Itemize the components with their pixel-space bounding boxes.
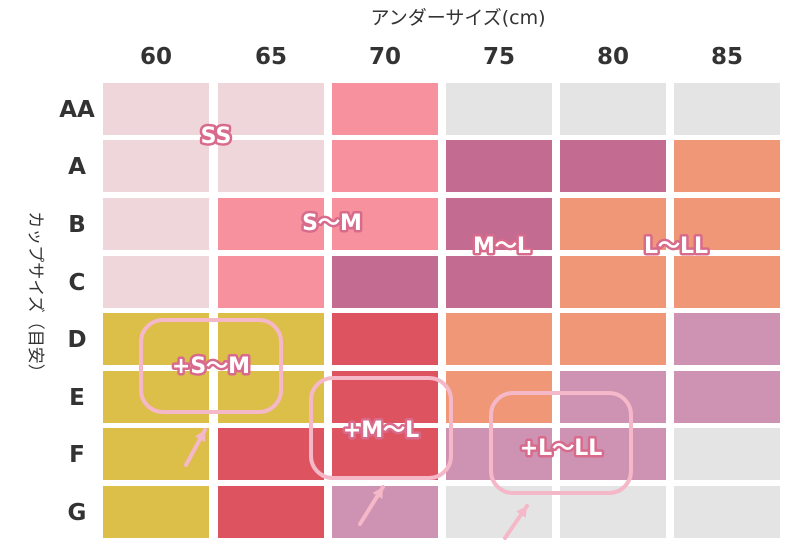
callout-arrowhead-pSM bbox=[194, 430, 206, 442]
column-label-80: 80 bbox=[597, 44, 629, 70]
column-label-65: 65 bbox=[255, 44, 287, 70]
column-label-85: 85 bbox=[711, 44, 743, 70]
cell-B-85 bbox=[674, 198, 780, 250]
x-axis-title: アンダーサイズ(cm) bbox=[370, 7, 545, 29]
row-label-G: G bbox=[68, 500, 87, 526]
cell-D-75 bbox=[446, 313, 552, 365]
cell-A-65 bbox=[218, 140, 324, 192]
zone-label-pSM: +S～M bbox=[172, 354, 250, 379]
cell-A-70 bbox=[332, 140, 438, 192]
column-labels: 60 65 70 75 80 85 bbox=[140, 44, 743, 70]
row-label-D: D bbox=[67, 327, 86, 353]
cell-C-85 bbox=[674, 256, 780, 308]
cell-A-60 bbox=[103, 140, 209, 192]
cell-B-75 bbox=[446, 198, 552, 250]
cell-G-65 bbox=[218, 486, 324, 538]
cell-D-70 bbox=[332, 313, 438, 365]
callout-bubble-pLLL bbox=[489, 391, 633, 495]
callout-arrowhead-pML bbox=[372, 487, 383, 499]
cell-A-85 bbox=[674, 140, 780, 192]
cell-E-65 bbox=[218, 371, 324, 423]
row-label-C: C bbox=[69, 270, 86, 296]
callout-bubble-pSM bbox=[139, 318, 283, 414]
column-label-70: 70 bbox=[369, 44, 401, 70]
row-label-AA: AA bbox=[59, 97, 95, 123]
cell-E-80 bbox=[560, 371, 666, 423]
cell-G-70 bbox=[332, 486, 438, 538]
cell-C-65 bbox=[218, 256, 324, 308]
cell-C-80 bbox=[560, 256, 666, 308]
cell-AA-80 bbox=[560, 83, 666, 135]
plus-zone-callouts bbox=[139, 318, 633, 540]
cell-grid bbox=[103, 83, 780, 538]
cell-AA-60 bbox=[103, 83, 209, 135]
column-label-60: 60 bbox=[140, 44, 172, 70]
zone-label-SM: S～M bbox=[302, 211, 362, 236]
cell-D-80 bbox=[560, 313, 666, 365]
cell-AA-75 bbox=[446, 83, 552, 135]
cell-AA-85 bbox=[674, 83, 780, 135]
zone-labels: SS S～M M～L L～LL +S～M +M～L +L～LL bbox=[169, 122, 710, 464]
cell-B-60 bbox=[103, 198, 209, 250]
cell-B-65 bbox=[218, 198, 324, 250]
column-label-75: 75 bbox=[483, 44, 515, 70]
callout-bubble-pML bbox=[309, 376, 453, 480]
y-axis-title: カップサイズ（目安） bbox=[25, 211, 45, 381]
cell-F-85 bbox=[674, 428, 780, 480]
row-label-B: B bbox=[68, 212, 86, 238]
cell-AA-65 bbox=[218, 83, 324, 135]
cell-B-70 bbox=[332, 198, 438, 250]
cell-E-85 bbox=[674, 371, 780, 423]
cell-C-70 bbox=[332, 256, 438, 308]
cell-C-60 bbox=[103, 256, 209, 308]
cell-D-85 bbox=[674, 313, 780, 365]
cell-F-70 bbox=[332, 428, 438, 480]
cell-G-60 bbox=[103, 486, 209, 538]
cell-C-75 bbox=[446, 256, 552, 308]
cell-F-80 bbox=[560, 428, 666, 480]
callout-arrowhead-pLLL bbox=[516, 506, 527, 518]
zone-label-LLL: L～LL bbox=[644, 234, 708, 259]
row-label-F: F bbox=[69, 442, 85, 468]
cell-G-85 bbox=[674, 486, 780, 538]
cell-E-60 bbox=[103, 371, 209, 423]
zone-label-ML: M～L bbox=[473, 234, 531, 259]
cell-F-75 bbox=[446, 428, 552, 480]
row-label-E: E bbox=[69, 385, 85, 411]
cell-A-80 bbox=[560, 140, 666, 192]
zone-label-pLLL: +L～LL bbox=[520, 436, 603, 461]
cell-A-75 bbox=[446, 140, 552, 192]
cell-B-80 bbox=[560, 198, 666, 250]
zone-label-SS: SS bbox=[201, 124, 232, 149]
cell-F-65 bbox=[218, 428, 324, 480]
cell-AA-70 bbox=[332, 83, 438, 135]
zone-label-pML: +M～L bbox=[343, 418, 419, 443]
row-label-A: A bbox=[68, 154, 86, 180]
